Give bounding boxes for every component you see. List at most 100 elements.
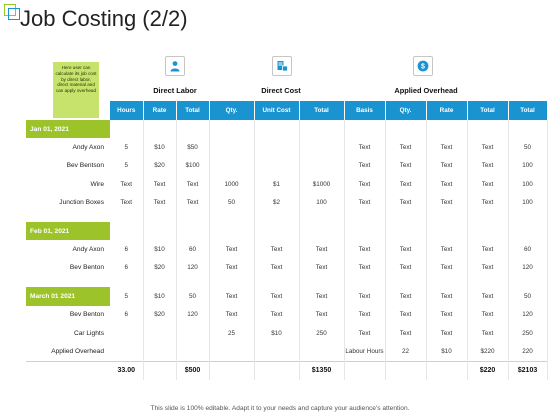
table-cell: Text [467,156,509,176]
table-cell: 100 [508,193,548,212]
table-cell: Text [209,287,255,306]
table-cell: 5 [110,138,144,157]
table-cell: $10 [143,138,177,157]
column-header: Rate [143,101,177,120]
table-cell [467,277,509,288]
table-cell: Text [209,258,255,278]
job-costing-table: Hours Rate Total Qty. Unit Cost Total Basis Qty… [26,101,548,381]
table-cell [467,211,509,222]
table-cell [209,156,255,176]
row-label: Bev Bentson [66,162,104,170]
table-cell: 6 [110,258,144,278]
table-cell: Text [299,240,345,259]
header-row: Hours Rate Total Qty. Unit Cost Total Basis Qty… [26,101,548,120]
table-cell: 120 [508,305,548,324]
row-label [26,277,110,287]
table-cell: Text [467,175,509,194]
table-cell: $2103 [508,360,548,381]
table-cell: Text [426,323,468,343]
table-cell [299,156,345,176]
table-cell: Text [467,258,509,278]
table-cell [254,120,300,139]
table-cell [209,211,255,222]
table-cell: 6 [110,240,144,259]
table-cell: $50 [176,138,210,157]
table-cell: Text [426,240,468,259]
table-cell: 25 [209,323,255,343]
column-header: Unit Cost [254,101,300,120]
table-cell: $10 [426,342,468,362]
table-cell: Text [385,138,427,157]
table-cell [143,360,177,381]
table-cell [143,342,177,362]
table-cell: 120 [508,258,548,278]
column-header: Qty. [385,101,427,120]
table-cell [385,120,427,139]
spacer-row [26,211,548,222]
section-label-direct-cost: Direct Cost [261,86,301,95]
table-row: Junction Boxes Text Text Text 50 $2 100 Text Tex… [26,193,548,212]
table-cell [254,138,300,157]
table-cell [299,120,345,139]
row-label: Andy Axon [72,246,104,254]
table-cell: $2 [254,193,300,212]
table-cell [254,156,300,176]
table-cell: Text [385,240,427,259]
table-cell: Text [254,305,300,324]
table-row: Bev Benton 6 $20 120 Text Text Text Text Text Tex… [26,305,548,324]
table-cell: Text [254,287,300,306]
table-cell [176,120,210,139]
row-label: Jan 01, 2021 [26,120,110,139]
table-cell: $100 [176,156,210,176]
table-cell: 50 [508,287,548,306]
table-cell: Text [176,175,210,194]
column-header: Basis [344,101,386,120]
table-cell [143,120,177,139]
table-cell: Text [143,193,177,212]
table-cell: Text [344,323,386,343]
table-cell: $10 [143,240,177,259]
table-cell [508,277,548,288]
table-cell: $220 [467,342,509,362]
table-cell: Labour Hours [344,342,386,362]
table-row: Bev Benton 6 $20 120 Text Text Text Text Text Tex… [26,258,548,278]
table-cell: Text [344,175,386,194]
table-cell [176,277,210,288]
table-row: Bev Bentson 5 $20 $100 Text Text Text Text 100 [26,156,548,176]
table-row: Wire Text Text Text 1000 $1 $1000 Text Text Text T… [26,175,548,194]
table-row: Applied Overhead Labour Hours 22 $10 $220 220 [26,342,548,362]
table-cell [426,120,468,139]
table-cell [254,360,300,381]
totals-row: 33.00 $500 $1350 $220 $2103 [26,360,548,381]
table-cell: $500 [176,360,210,381]
table-cell [254,277,300,288]
table-cell: Text [385,175,427,194]
table-cell [110,342,144,362]
table-cell: 250 [508,323,548,343]
row-label: Andy Axon [72,144,104,152]
table-cell [110,120,144,139]
table-cell [209,221,255,241]
table-cell: Text [143,175,177,194]
row-label: Car Lights [73,329,104,337]
svg-text:$: $ [421,63,425,70]
row-label [26,360,110,381]
header-blank [26,101,110,120]
table-cell: $1350 [299,360,345,381]
table-cell [385,211,427,222]
table-cell: Text [176,193,210,212]
table-cell [344,211,386,222]
table-cell [299,342,345,362]
table-cell: $20 [143,258,177,278]
table-cell: $10 [143,287,177,306]
table-cell: Text [426,287,468,306]
table-cell: 250 [299,323,345,343]
group-header-row: Feb 01, 2021 [26,221,548,241]
column-header: Hours [110,101,144,120]
row-label: March 01 2021 [26,287,110,306]
table-cell: 50 [176,287,210,306]
table-cell [299,277,345,288]
table-row: Andy Axon 6 $10 60 Text Text Text Text Text Text T… [26,240,548,259]
table-cell: Text [344,138,386,157]
table-cell: $10 [254,323,300,343]
